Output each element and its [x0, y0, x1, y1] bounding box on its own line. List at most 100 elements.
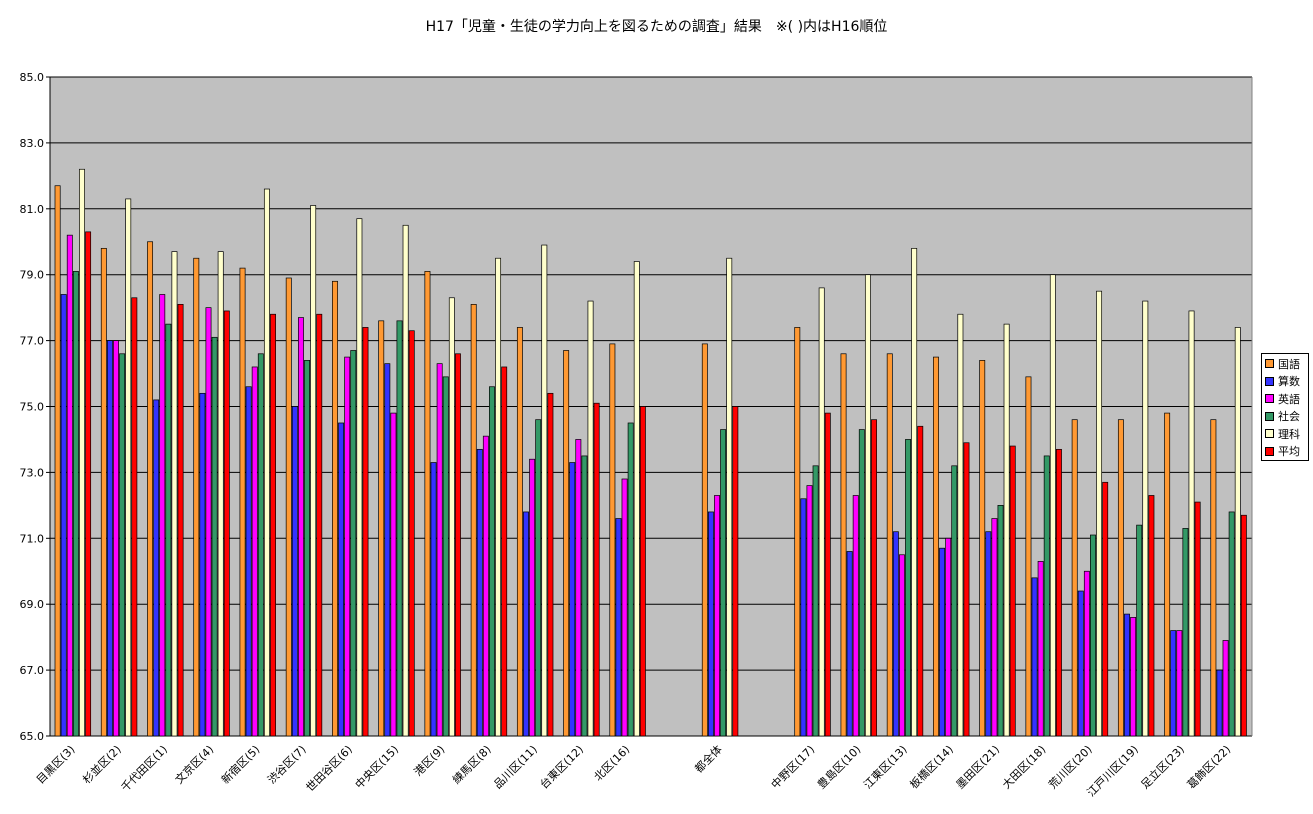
- bar-英語: [1176, 630, 1183, 737]
- bar-社会: [858, 429, 865, 737]
- bar-平均: [316, 313, 323, 737]
- bar-社会: [304, 360, 311, 737]
- bar-算数: [523, 511, 529, 737]
- bar-平均: [917, 425, 924, 737]
- bar-理科: [171, 251, 178, 737]
- bar-算数: [1124, 613, 1130, 737]
- legend-item: 英語: [1265, 390, 1308, 408]
- bar-国語: [285, 277, 292, 737]
- legend-swatch: [1265, 411, 1274, 421]
- bar-社会: [396, 320, 403, 737]
- legend-label: 英語: [1278, 392, 1300, 406]
- bar-算数: [1216, 669, 1223, 737]
- bar-平均: [1009, 445, 1016, 737]
- bar-理科: [1003, 323, 1010, 737]
- bar-平均: [871, 419, 877, 737]
- bar-算数: [892, 531, 899, 737]
- bar-国語: [1071, 419, 1078, 737]
- bar-理科: [1142, 300, 1149, 737]
- legend-swatch: [1265, 359, 1274, 369]
- bar-英語: [806, 485, 813, 737]
- y-tick-label: 75.0: [20, 401, 45, 414]
- y-tick-label: 73.0: [20, 466, 45, 479]
- x-tick-label: 港区(9): [412, 743, 448, 779]
- bar-平均: [223, 310, 230, 737]
- x-tick-label: 練馬区(8): [449, 742, 493, 786]
- bar-英語: [436, 363, 443, 737]
- bar-国語: [54, 185, 61, 737]
- bar-算数: [384, 363, 391, 737]
- bar-平均: [1102, 481, 1109, 737]
- legend-swatch: [1265, 446, 1274, 456]
- bar-理科: [911, 247, 918, 737]
- legend-item: 理科: [1265, 425, 1308, 443]
- y-tick-label: 67.0: [20, 664, 45, 677]
- bar-国語: [1117, 419, 1124, 737]
- bar-算数: [199, 392, 206, 737]
- bar-国語: [193, 257, 200, 737]
- bar-平均: [824, 412, 831, 737]
- bar-社会: [442, 376, 449, 737]
- bar-理科: [79, 168, 85, 737]
- bar-社会: [535, 419, 542, 737]
- legend-label: 平均: [1278, 445, 1300, 459]
- bar-英語: [298, 317, 304, 737]
- bar-理科: [1234, 327, 1241, 737]
- bar-英語: [482, 435, 489, 737]
- bar-社会: [72, 271, 79, 737]
- x-tick-label: 足立区(23): [1138, 742, 1187, 791]
- bar-理科: [726, 257, 733, 737]
- bar-平均: [1148, 495, 1155, 737]
- bar-英語: [344, 356, 351, 737]
- bar-社会: [1182, 528, 1189, 737]
- bar-算数: [615, 518, 622, 737]
- x-tick-label: 中野区(17): [769, 743, 818, 792]
- bar-社会: [489, 386, 495, 737]
- bar-国語: [979, 360, 986, 737]
- bar-国語: [609, 343, 616, 737]
- bar-平均: [593, 402, 600, 737]
- x-tick-label: 江東区(13): [861, 743, 910, 792]
- bar-理科: [1096, 290, 1103, 737]
- bar-英語: [390, 412, 397, 737]
- bar-英語: [1083, 570, 1090, 737]
- bar-理科: [402, 224, 409, 737]
- bar-理科: [633, 261, 640, 737]
- x-tick-label: 台東区(12): [537, 742, 586, 791]
- legend-label: 理科: [1278, 427, 1300, 441]
- bar-英語: [529, 458, 536, 737]
- bar-理科: [356, 218, 363, 737]
- bar-平均: [362, 327, 369, 737]
- legend-item: 平均: [1265, 443, 1308, 461]
- bar-平均: [454, 353, 461, 737]
- x-tick-label: 中央区(15): [353, 743, 402, 792]
- bar-国語: [1164, 412, 1171, 737]
- x-tick-label: 文京区(4): [172, 742, 216, 786]
- bar-社会: [812, 465, 819, 737]
- bar-国語: [701, 343, 708, 737]
- bar-社会: [257, 353, 264, 737]
- bar-算数: [1170, 630, 1177, 737]
- legend-label: 算数: [1278, 375, 1300, 389]
- bar-国語: [933, 356, 939, 737]
- x-tick-label: 北区(16): [592, 743, 633, 784]
- bar-社会: [627, 422, 634, 737]
- x-tick-label: 墨田区(21): [954, 743, 1003, 792]
- y-tick-label: 71.0: [20, 532, 45, 545]
- bar-平均: [1055, 448, 1062, 737]
- bar-国語: [794, 327, 801, 737]
- bar-英語: [251, 366, 258, 737]
- bar-平均: [270, 313, 276, 737]
- bar-算数: [430, 462, 437, 737]
- legend-label: 社会: [1278, 410, 1300, 424]
- bar-英語: [714, 495, 720, 737]
- bar-社会: [1228, 511, 1235, 737]
- y-tick-label: 77.0: [20, 335, 45, 348]
- bar-国語: [1025, 376, 1032, 737]
- bar-平均: [501, 366, 508, 737]
- bar-算数: [153, 399, 160, 737]
- legend-swatch: [1265, 394, 1274, 404]
- bar-英語: [1037, 561, 1044, 737]
- bar-社会: [997, 505, 1004, 737]
- bar-理科: [1049, 274, 1056, 737]
